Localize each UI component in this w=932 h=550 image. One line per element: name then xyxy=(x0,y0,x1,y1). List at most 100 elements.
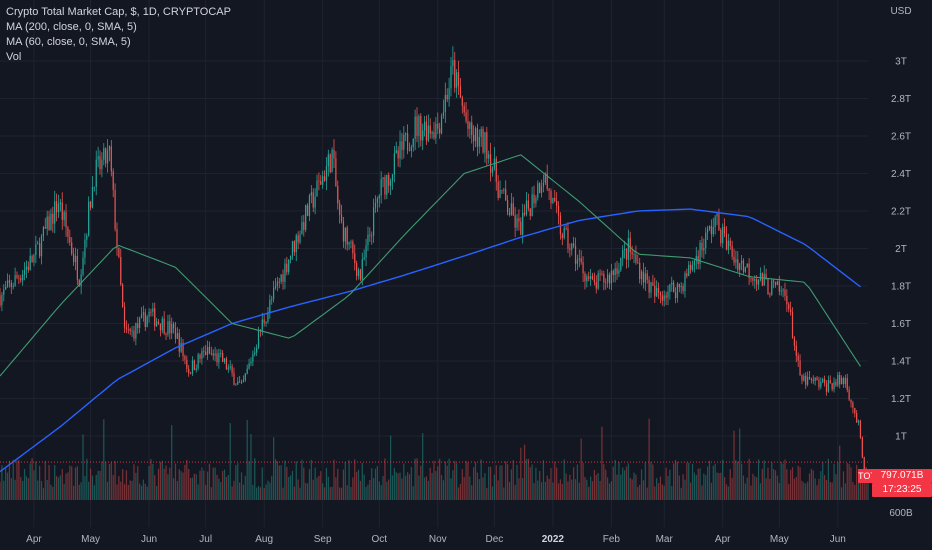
candle-body xyxy=(254,352,256,355)
candle-body xyxy=(267,312,269,322)
candle-body xyxy=(322,176,324,185)
volume-bar xyxy=(35,461,37,500)
volume-bar xyxy=(703,473,705,500)
candle-body xyxy=(682,285,684,292)
candle-body xyxy=(605,282,607,284)
candle-body xyxy=(695,255,697,262)
candle-body xyxy=(639,262,641,280)
volume-bar xyxy=(690,482,692,500)
volume-bar xyxy=(91,475,94,500)
candle-body xyxy=(474,128,477,142)
volume-bar xyxy=(680,487,682,500)
candle-body xyxy=(23,269,26,275)
volume-bar xyxy=(67,472,69,500)
candle-body xyxy=(488,154,490,159)
volume-bar xyxy=(125,470,128,500)
candle-body xyxy=(776,281,779,285)
volume-bar xyxy=(384,458,386,500)
time-axis[interactable]: Apr May Jun Jul Aug Sep Oct Nov Dec 2022 Feb Mar Apr… xyxy=(26,534,846,545)
candle-body xyxy=(623,248,626,251)
volume-bar xyxy=(182,472,184,500)
candle-body xyxy=(595,282,597,289)
volume-bar xyxy=(599,480,601,500)
volume-bar xyxy=(457,487,460,500)
volume-bar xyxy=(165,465,167,500)
candle-body xyxy=(216,353,218,363)
volume-bar xyxy=(840,487,843,500)
volume-bar xyxy=(657,483,660,500)
candle-body xyxy=(442,112,445,117)
time-tick-label: Sep xyxy=(314,534,332,545)
candle-body xyxy=(731,245,733,257)
volume-bar xyxy=(18,460,20,500)
candle-body xyxy=(120,257,122,285)
volume-bar xyxy=(742,475,745,500)
price-axis[interactable]: USD 600B 1T 1.2T 1.4T 1.6T 1.8T 2T 2.2T 2.4T 2.6… xyxy=(889,6,913,519)
candle-body xyxy=(139,318,141,328)
candle-body xyxy=(82,257,84,275)
volume-bar xyxy=(780,462,782,500)
volume-bar xyxy=(759,483,762,500)
candle-body xyxy=(812,379,814,381)
candle-body xyxy=(371,235,373,237)
volume-bar xyxy=(678,475,680,500)
volume-bar xyxy=(506,464,509,500)
volume-bar xyxy=(327,476,329,500)
vol-legend[interactable]: Vol xyxy=(6,51,22,63)
volume-bar xyxy=(665,467,667,500)
volume-bar xyxy=(425,476,428,500)
candle-body xyxy=(252,354,254,362)
volume-bar xyxy=(46,480,48,500)
candle-body xyxy=(18,277,20,279)
symbol-title[interactable]: Crypto Total Market Cap, $, 1D, CRYPTOCA… xyxy=(6,6,231,18)
candle-body xyxy=(323,176,326,181)
volume-bar xyxy=(395,472,397,500)
volume-bar xyxy=(412,486,414,500)
candle-body xyxy=(520,221,522,235)
candle-body xyxy=(112,171,114,190)
volume-bar xyxy=(706,466,709,500)
volume-bar xyxy=(301,459,303,500)
volume-bar xyxy=(239,482,241,500)
volume-bar xyxy=(72,485,75,500)
candle-body xyxy=(284,263,286,282)
volume-bar xyxy=(346,485,348,500)
volume-bar xyxy=(71,466,73,500)
candle-body xyxy=(205,351,207,356)
time-tick-label: Apr xyxy=(715,534,731,545)
candle-body xyxy=(556,200,558,207)
candle-body xyxy=(506,200,509,213)
ma60-legend[interactable]: MA (60, close, 0, SMA, 5) xyxy=(6,36,131,48)
candle-body xyxy=(816,377,818,380)
volume-bar xyxy=(284,460,286,500)
volume-bar xyxy=(135,472,137,500)
volume-bar xyxy=(140,485,143,500)
ma200-legend[interactable]: MA (200, close, 0, SMA, 5) xyxy=(6,21,137,33)
candle-body xyxy=(40,236,43,257)
volume-bar xyxy=(590,476,592,500)
volume-bar xyxy=(257,485,260,500)
volume-bar xyxy=(295,461,297,500)
candle-body xyxy=(97,156,99,160)
candle-body xyxy=(363,257,365,260)
volume-bar xyxy=(465,460,467,500)
candle-body xyxy=(656,287,658,297)
candle-body xyxy=(805,375,807,385)
candle-body xyxy=(306,205,309,216)
candle-body xyxy=(495,158,497,182)
candle-body xyxy=(133,330,135,339)
candle-body xyxy=(63,212,65,220)
candle-body xyxy=(693,261,696,266)
volume-bar xyxy=(65,473,67,500)
candle-body xyxy=(359,269,362,280)
candle-body xyxy=(523,212,526,215)
volume-bar xyxy=(616,474,618,500)
volume-bar xyxy=(208,463,211,500)
candle-body xyxy=(461,97,463,106)
candle-body xyxy=(539,183,541,193)
candle-body xyxy=(708,226,711,229)
candle-body xyxy=(348,242,350,245)
time-tick-label: Apr xyxy=(26,534,42,545)
volume-bar xyxy=(714,463,716,500)
